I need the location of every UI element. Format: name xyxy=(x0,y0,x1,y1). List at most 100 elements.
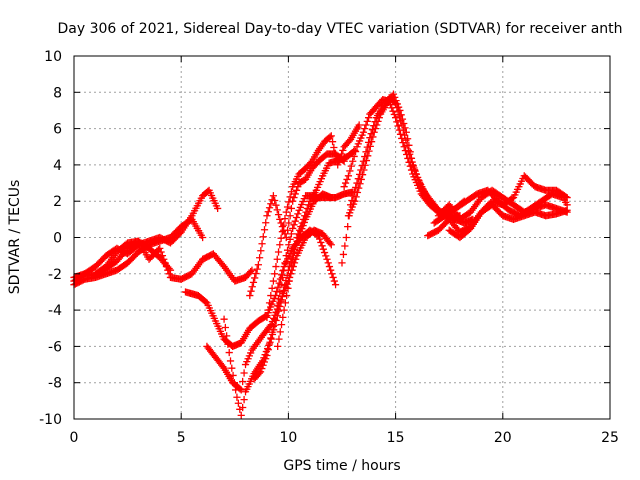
data-point xyxy=(342,233,350,242)
data-point xyxy=(401,124,409,132)
series-track-5 xyxy=(181,226,340,350)
data-point xyxy=(361,161,369,169)
data-point xyxy=(327,266,335,274)
data-point xyxy=(371,125,380,133)
series-track-11 xyxy=(274,146,359,350)
data-point xyxy=(366,142,374,150)
data-point xyxy=(357,175,365,184)
data-point xyxy=(267,200,275,208)
data-point xyxy=(271,196,279,205)
data-point xyxy=(157,248,165,256)
data-point xyxy=(264,306,272,314)
data-point xyxy=(287,204,296,213)
data-point xyxy=(292,241,300,249)
data-point xyxy=(271,315,279,324)
data-point xyxy=(303,204,311,213)
y-tick-label: -8 xyxy=(48,376,62,392)
data-point xyxy=(226,357,235,365)
data-point xyxy=(323,255,331,263)
data-point xyxy=(247,287,255,295)
data-point xyxy=(355,184,363,192)
data-point xyxy=(298,219,306,227)
data-point xyxy=(269,192,277,200)
data-point xyxy=(351,146,359,154)
data-point xyxy=(263,212,271,220)
data-point xyxy=(405,141,413,149)
data-point xyxy=(367,138,376,146)
data-point xyxy=(285,198,293,206)
data-point xyxy=(410,164,418,172)
x-tick-label: 15 xyxy=(387,430,405,446)
data-point xyxy=(249,278,258,286)
data-point xyxy=(374,117,382,125)
data-point xyxy=(289,224,297,233)
data-point xyxy=(259,361,267,369)
data-point xyxy=(402,128,410,136)
data-point xyxy=(329,273,337,282)
data-point xyxy=(240,396,248,404)
data-point xyxy=(362,121,370,129)
data-point xyxy=(273,206,281,214)
data-point xyxy=(396,106,404,115)
data-point xyxy=(280,266,288,274)
data-point xyxy=(228,364,236,372)
data-point xyxy=(274,248,283,256)
data-point xyxy=(407,154,416,162)
data-point xyxy=(285,277,293,285)
data-point xyxy=(268,284,276,292)
data-point xyxy=(318,242,326,250)
data-point xyxy=(304,201,313,209)
y-tick-label: 10 xyxy=(44,49,62,65)
data-point xyxy=(343,175,351,184)
data-point xyxy=(414,173,422,181)
data-point xyxy=(239,403,247,412)
data-point xyxy=(221,323,229,332)
data-point xyxy=(317,238,325,247)
data-point xyxy=(363,117,371,125)
data-point xyxy=(412,170,421,178)
data-point xyxy=(415,176,423,185)
data-point xyxy=(341,242,349,250)
data-point xyxy=(389,107,397,115)
data-point xyxy=(297,223,305,231)
data-point xyxy=(224,340,232,348)
data-point xyxy=(400,119,408,128)
data-point xyxy=(360,166,368,174)
data-point xyxy=(359,128,368,136)
data-point xyxy=(156,244,164,252)
data-point xyxy=(370,128,378,136)
data-point xyxy=(393,100,401,108)
data-point xyxy=(283,226,292,234)
data-point xyxy=(294,210,302,218)
y-axis-label: SDTVAR / TECUs xyxy=(7,180,23,295)
data-point xyxy=(398,115,407,123)
data-point xyxy=(416,179,424,188)
data-point xyxy=(282,233,290,242)
data-point xyxy=(404,135,412,143)
data-point xyxy=(287,188,296,196)
data-point xyxy=(356,180,364,188)
data-point xyxy=(339,250,348,259)
data-point xyxy=(392,97,400,105)
data-point xyxy=(364,152,372,160)
data-point xyxy=(299,215,308,223)
data-point xyxy=(248,266,256,274)
data-point xyxy=(350,152,358,161)
data-point xyxy=(267,291,275,300)
data-point xyxy=(373,121,381,129)
data-point xyxy=(286,235,294,243)
data-point xyxy=(331,281,340,289)
data-point xyxy=(338,259,346,267)
data-point xyxy=(165,264,173,273)
data-point xyxy=(281,215,289,223)
data-point xyxy=(352,193,360,201)
data-point xyxy=(290,259,299,267)
data-point xyxy=(269,277,277,285)
x-axis-label: GPS time / hours xyxy=(283,458,400,474)
data-point xyxy=(267,334,275,342)
y-tick-label: -10 xyxy=(39,412,62,428)
data-point xyxy=(292,186,301,194)
data-point xyxy=(290,221,298,229)
data-point xyxy=(285,241,293,249)
data-point xyxy=(375,114,383,122)
